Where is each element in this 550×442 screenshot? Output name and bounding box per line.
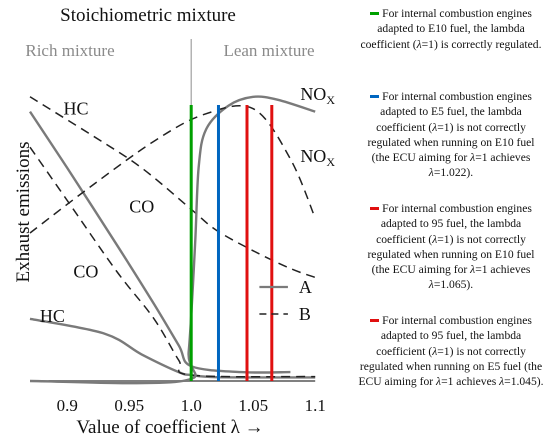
legend-text-95-on-e10: For internal combustion engines adapted … <box>367 202 535 292</box>
curve-label-4: NOX <box>300 84 335 107</box>
legend-swatch-red-2 <box>370 319 380 322</box>
x-tick-label-0: 0.9 <box>57 396 78 415</box>
x-tick-label-2: 1.0 <box>181 396 202 415</box>
series-hc-solid-line <box>29 317 316 379</box>
series-nox-dashed-line <box>29 104 316 234</box>
x-tick-label-1: 0.95 <box>114 396 144 415</box>
legend-swatch-blue <box>370 95 380 98</box>
x-tick-labels: 0.9 0.95 1.0 1.05 1.1 <box>57 396 326 415</box>
legend-entry-e5: For internal combustion engines adapted … <box>358 89 544 181</box>
series-co-dashed-line <box>29 146 316 378</box>
legend-text-95-on-e5: For internal combustion engines adapted … <box>358 314 544 389</box>
legend-text-e10: For internal combustion engines adapted … <box>360 7 542 51</box>
legend-entry-e10: For internal combustion engines adapted … <box>358 6 544 52</box>
lambda-symbol: λ <box>428 278 434 292</box>
line-key-label-b: B <box>299 304 311 324</box>
legend-entry-95-on-e10: For internal combustion engines adapted … <box>358 201 544 293</box>
x-tick-label-4: 1.1 <box>305 396 326 415</box>
legend-text-e5: For internal combustion engines adapted … <box>367 90 535 180</box>
legend-entry-95-on-e5: For internal combustion engines adapted … <box>358 313 544 389</box>
legend-swatch-green <box>370 12 380 15</box>
y-axis-label: Exhaust emissions <box>13 142 34 283</box>
lambda-symbol: λ <box>432 344 438 358</box>
rich-mixture-label: Rich mixture <box>25 41 114 60</box>
line-key-label-a: A <box>299 277 312 297</box>
curve-label-2: CO <box>73 261 98 281</box>
lambda-symbol: λ <box>436 375 442 389</box>
lambda-symbol: λ <box>432 120 438 134</box>
curves-layer <box>28 39 316 385</box>
curve-label-5: NOX <box>300 146 335 169</box>
curve-label-3: HC <box>40 306 65 326</box>
lambda-symbol: λ <box>470 263 476 277</box>
lambda-symbol: λ <box>470 151 476 165</box>
line-style-key: AB <box>259 277 312 324</box>
lean-mixture-label: Lean mixture <box>223 41 314 60</box>
lambda-symbol: λ <box>428 166 434 180</box>
x-tick-label-3: 1.05 <box>238 396 268 415</box>
lambda-symbol: λ <box>416 37 422 51</box>
lambda-symbol: λ <box>432 232 438 246</box>
series-hc-dashed-line <box>29 96 316 279</box>
curve-label-1: CO <box>129 196 154 216</box>
chart-title: Stoichiometric mixture <box>60 5 236 26</box>
lambda-symbol: λ <box>499 375 505 389</box>
legend-swatch-red-1 <box>370 207 380 210</box>
curve-label-0: HC <box>63 99 88 119</box>
x-axis-label: Value of coefficient λ → <box>76 417 263 438</box>
series-nox-solid-line <box>29 95 316 385</box>
reference-lines-layer <box>189 105 274 381</box>
series-co-solid-line <box>28 110 291 374</box>
